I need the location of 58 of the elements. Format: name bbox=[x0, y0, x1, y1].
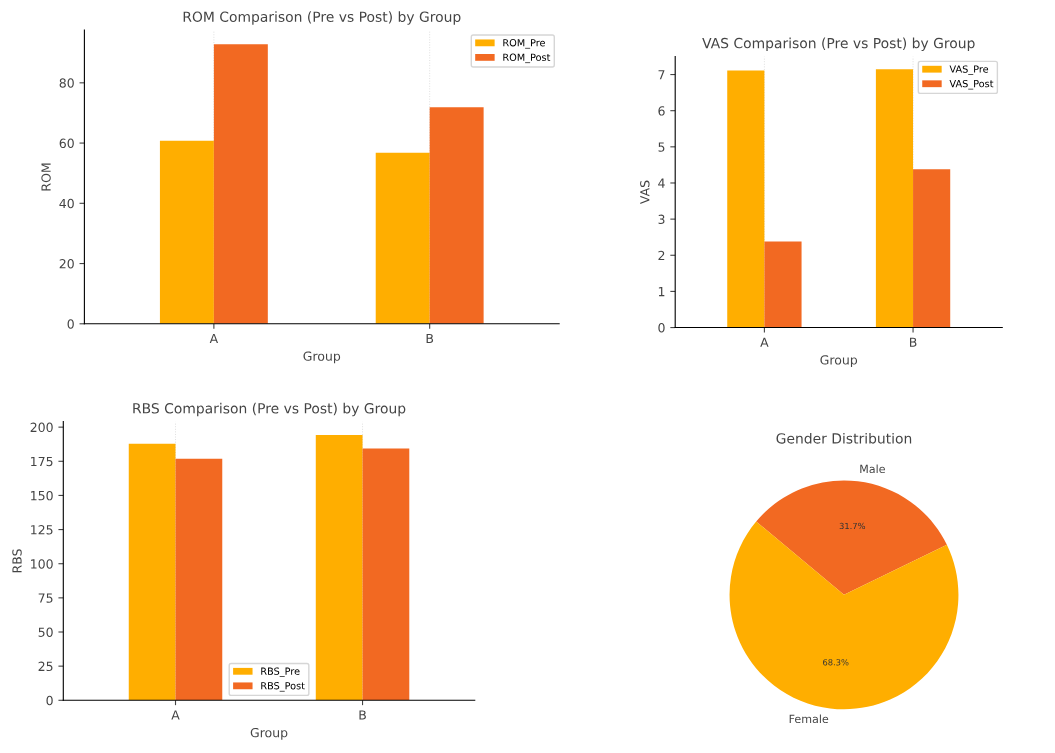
x-tick-label: A bbox=[171, 710, 180, 720]
y-tick-label: 25 bbox=[38, 661, 53, 672]
y-tick-label: 3 bbox=[658, 214, 665, 225]
chart-title: VAS Comparison (Pre vs Post) by Group bbox=[702, 37, 975, 52]
y-tick-label: 2 bbox=[658, 250, 665, 261]
chart-title: Gender Distribution bbox=[776, 432, 912, 444]
bar bbox=[213, 44, 268, 324]
y-tick-label: 20 bbox=[59, 259, 74, 269]
x-tick-label: A bbox=[760, 337, 769, 347]
y-tick-label: 5 bbox=[658, 142, 665, 152]
y-axis-title: ROM bbox=[41, 163, 51, 191]
bar bbox=[913, 169, 951, 328]
bar bbox=[429, 107, 484, 324]
slice-label: Male bbox=[860, 464, 885, 474]
y-tick-label: 6 bbox=[658, 106, 665, 116]
y-tick-label: 4 bbox=[658, 178, 665, 188]
slice-label: Female bbox=[789, 714, 829, 724]
y-tick-label: 125 bbox=[31, 525, 53, 535]
x-tick-label: A bbox=[209, 333, 219, 344]
data-label: 68.3% bbox=[823, 659, 849, 666]
y-tick-label: 100 bbox=[31, 559, 53, 569]
legend-label: RBS_Pre bbox=[261, 667, 300, 677]
bar bbox=[875, 69, 914, 328]
y-tick-label: 0 bbox=[46, 695, 53, 706]
pie-slice bbox=[756, 480, 947, 595]
y-tick-label: 1 bbox=[658, 287, 665, 297]
bar bbox=[159, 140, 214, 324]
y-axis-title: RBS bbox=[12, 549, 22, 573]
x-axis-title: Group bbox=[250, 727, 288, 740]
y-tick-label: 0 bbox=[67, 319, 74, 329]
y-tick-label: 150 bbox=[31, 490, 53, 501]
y-tick-label: 75 bbox=[38, 593, 53, 603]
y-tick-label: 175 bbox=[31, 456, 53, 467]
bar bbox=[727, 70, 765, 328]
y-tick-label: 50 bbox=[38, 627, 53, 637]
x-tick-label: B bbox=[359, 710, 366, 720]
legend-label: ROM_Post bbox=[503, 53, 551, 64]
chart-title: RBS Comparison (Pre vs Post) by Group bbox=[133, 402, 406, 417]
legend-label: VAS_Post bbox=[949, 79, 994, 90]
x-axis-title: Group bbox=[303, 351, 341, 364]
y-axis-title: VAS bbox=[640, 180, 650, 205]
x-tick-label: B bbox=[909, 337, 917, 347]
legend-label: RBS_Post bbox=[261, 682, 305, 692]
legend-label: ROM_Pre bbox=[503, 39, 545, 49]
bar bbox=[375, 152, 430, 324]
x-tick-label: B bbox=[426, 333, 434, 344]
chart-title: ROM Comparison (Pre vs Post) by Group bbox=[183, 11, 461, 25]
data-label: 31.7% bbox=[839, 522, 866, 530]
y-tick-label: 40 bbox=[59, 198, 74, 209]
x-axis-title: Group bbox=[820, 355, 858, 368]
y-tick-label: 60 bbox=[59, 138, 74, 148]
y-tick-label: 7 bbox=[658, 70, 665, 80]
pie-slice bbox=[729, 521, 959, 710]
legend-label: VAS_Pre bbox=[949, 65, 989, 75]
bar bbox=[764, 241, 802, 328]
y-tick-label: 0 bbox=[658, 323, 665, 333]
y-tick-label: 80 bbox=[59, 78, 74, 88]
y-tick-label: 200 bbox=[30, 422, 53, 433]
